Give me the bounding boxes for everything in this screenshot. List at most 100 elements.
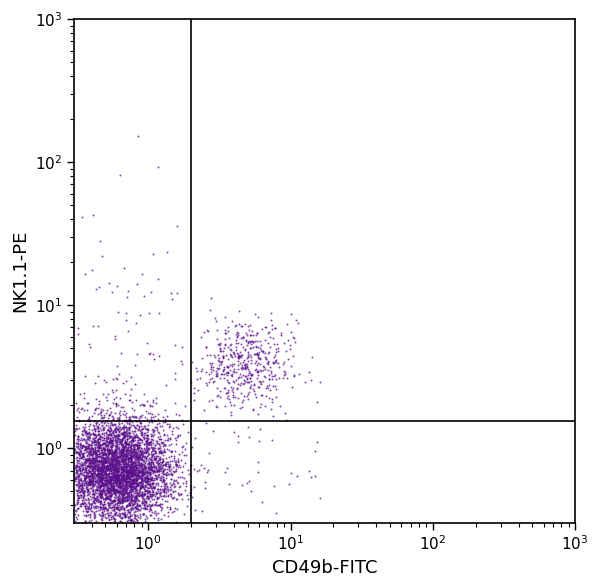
Point bbox=[101, 469, 110, 478]
Point bbox=[143, 493, 152, 502]
Point bbox=[145, 469, 155, 478]
Point bbox=[131, 475, 141, 484]
Point bbox=[98, 428, 107, 437]
Point bbox=[100, 454, 109, 463]
Point bbox=[107, 492, 116, 501]
Point bbox=[119, 422, 128, 432]
Point bbox=[117, 486, 127, 496]
Point bbox=[143, 476, 152, 485]
Point bbox=[117, 445, 127, 454]
Point bbox=[85, 499, 94, 509]
Point bbox=[118, 473, 128, 482]
Point bbox=[143, 486, 152, 495]
Point bbox=[107, 452, 116, 461]
Point bbox=[86, 472, 96, 481]
Point bbox=[77, 469, 86, 478]
Point bbox=[123, 483, 133, 493]
Point bbox=[278, 360, 287, 369]
Point bbox=[102, 474, 112, 483]
Point bbox=[133, 453, 142, 462]
Point bbox=[142, 477, 151, 487]
Point bbox=[151, 491, 160, 500]
Point bbox=[79, 448, 89, 457]
Point bbox=[106, 455, 116, 464]
Point bbox=[213, 390, 223, 400]
Point bbox=[88, 492, 97, 502]
Point bbox=[137, 473, 147, 483]
Point bbox=[98, 459, 108, 469]
Point bbox=[147, 452, 157, 462]
Point bbox=[95, 440, 104, 450]
Point bbox=[218, 346, 228, 356]
Point bbox=[106, 476, 115, 485]
Point bbox=[72, 413, 82, 422]
Point bbox=[115, 483, 124, 493]
Point bbox=[149, 508, 158, 517]
Point bbox=[158, 465, 168, 474]
Point bbox=[116, 468, 126, 477]
Point bbox=[143, 513, 152, 523]
Point bbox=[77, 487, 86, 496]
Point bbox=[134, 488, 143, 497]
Point bbox=[80, 465, 90, 475]
Point bbox=[119, 463, 129, 473]
Point bbox=[99, 467, 109, 477]
Point bbox=[110, 446, 120, 455]
Point bbox=[155, 489, 165, 498]
Point bbox=[155, 455, 165, 464]
Point bbox=[83, 510, 92, 520]
Point bbox=[128, 463, 137, 472]
Point bbox=[136, 461, 146, 470]
Point bbox=[109, 453, 119, 462]
Point bbox=[137, 470, 146, 480]
Point bbox=[125, 437, 134, 446]
Point bbox=[134, 433, 144, 443]
Point bbox=[107, 428, 116, 437]
Point bbox=[158, 450, 167, 460]
Point bbox=[129, 462, 139, 472]
Point bbox=[146, 462, 155, 471]
Point bbox=[118, 463, 128, 472]
Point bbox=[137, 427, 147, 437]
Point bbox=[95, 510, 105, 520]
Point bbox=[166, 504, 175, 513]
Point bbox=[107, 462, 117, 472]
Point bbox=[136, 470, 146, 479]
Point bbox=[114, 423, 124, 432]
Point bbox=[214, 354, 224, 363]
Point bbox=[129, 475, 139, 484]
Point bbox=[116, 475, 126, 485]
Point bbox=[109, 469, 119, 479]
Point bbox=[103, 471, 112, 480]
Point bbox=[123, 477, 133, 487]
Point bbox=[113, 470, 122, 480]
Point bbox=[147, 417, 157, 427]
Point bbox=[161, 478, 171, 487]
Point bbox=[75, 459, 85, 469]
Point bbox=[138, 510, 148, 519]
Point bbox=[105, 423, 115, 433]
Point bbox=[108, 456, 118, 466]
Point bbox=[168, 466, 178, 476]
Point bbox=[121, 446, 130, 455]
Point bbox=[112, 472, 122, 481]
Point bbox=[88, 448, 97, 457]
Point bbox=[105, 460, 115, 470]
Point bbox=[166, 469, 175, 478]
Point bbox=[79, 492, 88, 502]
Point bbox=[140, 464, 150, 473]
Point bbox=[110, 444, 120, 453]
Point bbox=[120, 482, 130, 492]
Point bbox=[116, 463, 126, 473]
Point bbox=[78, 460, 88, 470]
Point bbox=[135, 511, 145, 520]
Point bbox=[115, 516, 125, 526]
Point bbox=[80, 444, 89, 453]
Point bbox=[148, 397, 158, 407]
Point bbox=[155, 447, 164, 457]
Point bbox=[154, 473, 164, 482]
Point bbox=[199, 327, 209, 336]
Point bbox=[97, 479, 106, 489]
Point bbox=[161, 486, 170, 495]
Point bbox=[138, 459, 148, 469]
